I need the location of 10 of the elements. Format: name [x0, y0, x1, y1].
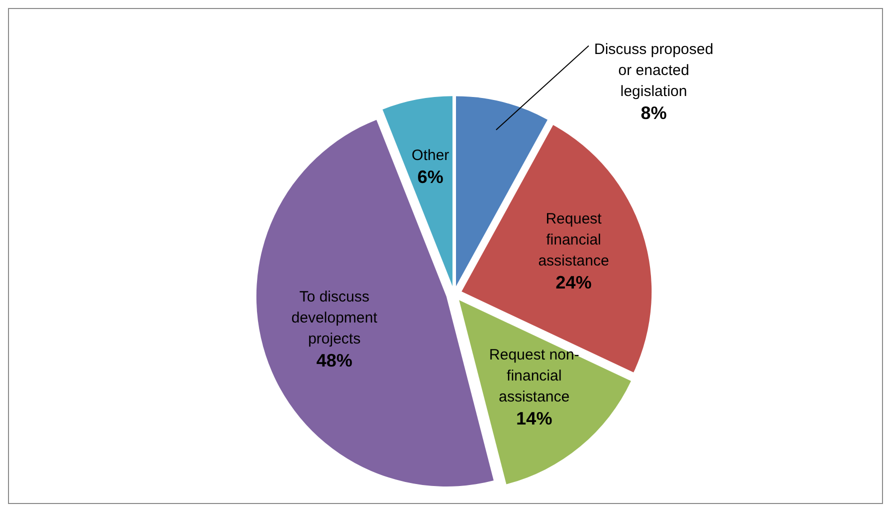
data-label: 6%: [417, 166, 444, 187]
slice-label: To discuss development projects: [291, 288, 378, 348]
data-label: 8%: [640, 102, 667, 123]
data-label: 48%: [316, 350, 352, 370]
slice-label: Discuss proposed or enacted legislation: [594, 40, 714, 100]
slice-label: Request financial assistance: [538, 210, 610, 270]
data-label: 24%: [556, 272, 592, 293]
slice-label: Request non-financial assistance: [489, 346, 580, 406]
data-label: 14%: [516, 408, 552, 428]
slice-label: Other: [412, 146, 450, 164]
